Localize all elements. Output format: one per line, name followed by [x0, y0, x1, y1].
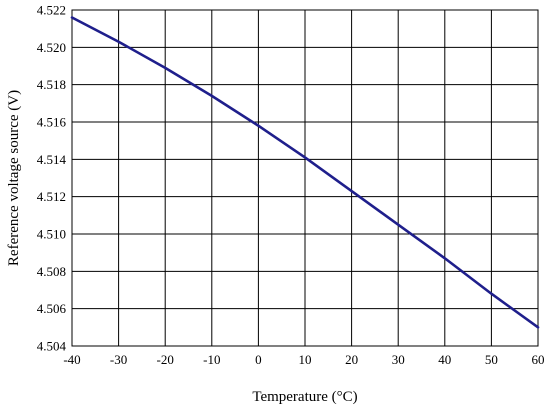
y-tick-label: 4.522: [37, 3, 66, 18]
y-tick-label: 4.510: [37, 227, 66, 242]
x-tick-labels: -40 -30 -20 -10 0 10 20 30 40 50 60: [63, 352, 544, 367]
y-tick-label: 4.512: [37, 189, 66, 204]
y-tick-label: 4.508: [37, 264, 66, 279]
y-axis-label: Reference voltage source (V): [6, 90, 22, 266]
x-tick-label: 50: [485, 352, 498, 367]
x-tick-label: 60: [532, 352, 545, 367]
x-tick-label: 20: [345, 352, 358, 367]
x-tick-label: 40: [438, 352, 451, 367]
x-axis-label: Temperature (°C): [252, 389, 357, 405]
y-tick-label: 4.520: [37, 40, 66, 55]
grid-lines: [71, 9, 539, 347]
x-tick-label: -20: [157, 352, 174, 367]
x-tick-label: -30: [110, 352, 127, 367]
x-tick-label: -10: [203, 352, 220, 367]
x-tick-label: 0: [255, 352, 262, 367]
y-tick-label: 4.504: [37, 339, 67, 354]
y-tick-label: 4.518: [37, 77, 66, 92]
y-tick-labels: 4.504 4.506 4.508 4.510 4.512 4.514 4.516 4.518…: [37, 3, 67, 354]
series-layer: [70, 16, 540, 329]
y-tick-label: 4.516: [37, 115, 67, 130]
y-tick-label: 4.506: [37, 301, 67, 316]
y-tick-label: 4.514: [37, 152, 67, 167]
plot-frame: [71, 9, 539, 347]
x-tick-label: 30: [392, 352, 405, 367]
x-tick-label: 10: [299, 352, 312, 367]
x-tick-label: -40: [63, 352, 80, 367]
